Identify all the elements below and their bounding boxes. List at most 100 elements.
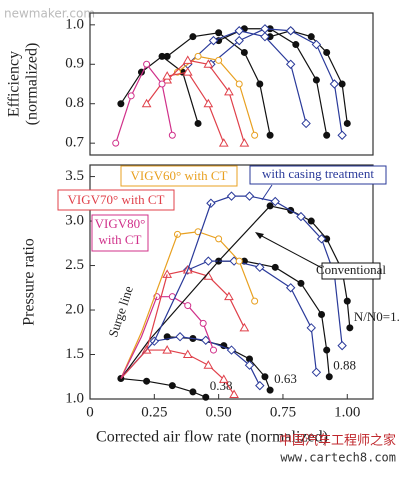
- marker: [162, 269, 173, 278]
- marker: [224, 291, 234, 301]
- annotation-box: [321, 262, 381, 280]
- annotation-box: [249, 165, 387, 185]
- marker: [260, 31, 270, 42]
- y-axis-label: Pressure ratio: [21, 238, 38, 326]
- marker: [266, 131, 274, 139]
- marker: [175, 332, 185, 342]
- marker: [323, 131, 331, 139]
- marker: [208, 35, 219, 46]
- marker: [270, 196, 280, 207]
- marker: [189, 33, 197, 41]
- marker: [203, 98, 214, 108]
- marker: [184, 302, 192, 310]
- x-tick-label: 0.50: [206, 404, 232, 420]
- annotation: VIGV70° with CT: [68, 192, 165, 207]
- marker: [346, 324, 354, 332]
- marker: [240, 48, 248, 56]
- series-line: [154, 336, 261, 386]
- x-tick-label: 1.00: [334, 404, 360, 420]
- marker: [158, 52, 166, 60]
- marker: [158, 80, 166, 88]
- marker: [301, 118, 311, 129]
- annotation: with CT: [99, 232, 142, 247]
- marker: [143, 377, 151, 385]
- y-tick-label: 0.7: [65, 135, 84, 151]
- marker: [311, 367, 322, 378]
- marker: [235, 257, 243, 265]
- marker: [199, 319, 207, 327]
- marker: [285, 26, 296, 36]
- series-line: [120, 274, 168, 379]
- speed-label: 0.88: [333, 358, 356, 373]
- marker: [271, 263, 279, 271]
- marker: [337, 340, 347, 351]
- marker: [112, 139, 120, 147]
- annotation: Conventional: [316, 262, 386, 277]
- series-line: [187, 30, 307, 124]
- marker: [244, 360, 255, 370]
- marker: [168, 131, 176, 139]
- plot-frame: [89, 12, 374, 156]
- marker: [201, 335, 211, 345]
- series-line: [146, 71, 225, 144]
- marker: [323, 48, 331, 56]
- y-axis-label: (normalized): [24, 43, 41, 126]
- marker: [255, 262, 265, 273]
- marker: [203, 256, 214, 266]
- marker: [311, 39, 322, 50]
- marker: [338, 80, 346, 88]
- speed-label: 0.63: [274, 371, 297, 386]
- marker: [325, 373, 333, 381]
- series-line: [210, 28, 343, 136]
- marker: [182, 67, 193, 76]
- marker: [343, 297, 351, 305]
- marker: [239, 322, 250, 332]
- series-line: [166, 32, 271, 136]
- watermark: www.cartech8.com: [280, 451, 396, 465]
- y-tick-label: 3.5: [65, 168, 84, 184]
- annotation-box: [91, 214, 149, 252]
- arrow: [257, 233, 323, 269]
- marker: [297, 279, 305, 287]
- marker: [266, 386, 274, 394]
- marker: [117, 100, 125, 108]
- plot-frame: [89, 164, 374, 400]
- arrow: [261, 184, 273, 201]
- annotation: VIGV80°: [95, 216, 146, 231]
- marker: [162, 345, 173, 354]
- marker: [162, 71, 173, 80]
- y-tick-label: 1.0: [65, 390, 84, 406]
- marker: [202, 393, 210, 401]
- arrow-head: [255, 232, 264, 239]
- y-tick-label: 3.0: [65, 212, 84, 228]
- marker: [182, 55, 193, 64]
- marker: [143, 60, 151, 68]
- x-axis-label: Corrected air flow rate (normalized): [96, 429, 328, 446]
- marker: [209, 346, 217, 354]
- y-tick-label: 2.0: [65, 301, 84, 317]
- y-tick-label: 0.9: [65, 56, 84, 72]
- x-tick-label: 0.25: [141, 404, 167, 420]
- marker: [256, 80, 264, 88]
- marker: [285, 283, 296, 293]
- annotation: VIGV60° with CT: [131, 168, 228, 183]
- series-line: [120, 296, 158, 379]
- marker: [318, 310, 326, 318]
- marker: [292, 41, 300, 49]
- marker: [235, 80, 243, 88]
- marker: [255, 380, 265, 391]
- marker: [285, 59, 296, 69]
- marker: [306, 323, 316, 333]
- series-line: [218, 260, 330, 377]
- y-tick-label: 1.5: [65, 346, 84, 362]
- marker: [343, 119, 351, 127]
- marker: [323, 346, 331, 354]
- series-line: [120, 205, 271, 379]
- marker: [168, 382, 176, 390]
- marker: [234, 35, 244, 46]
- marker: [203, 59, 214, 68]
- y-tick-label: 2.5: [65, 257, 84, 273]
- x-tick-label: 0: [86, 404, 94, 420]
- marker: [260, 24, 270, 34]
